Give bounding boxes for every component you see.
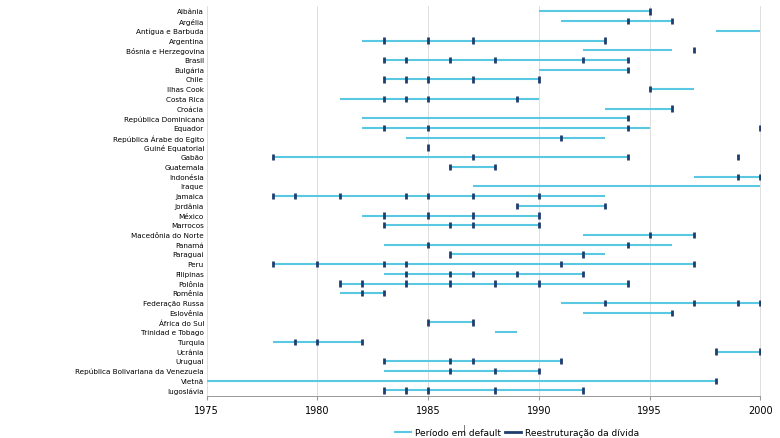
Legend: Período em default, Reestruturação da dívida: Período em default, Reestruturação da dí… xyxy=(395,428,639,437)
Text: |: | xyxy=(463,423,466,434)
